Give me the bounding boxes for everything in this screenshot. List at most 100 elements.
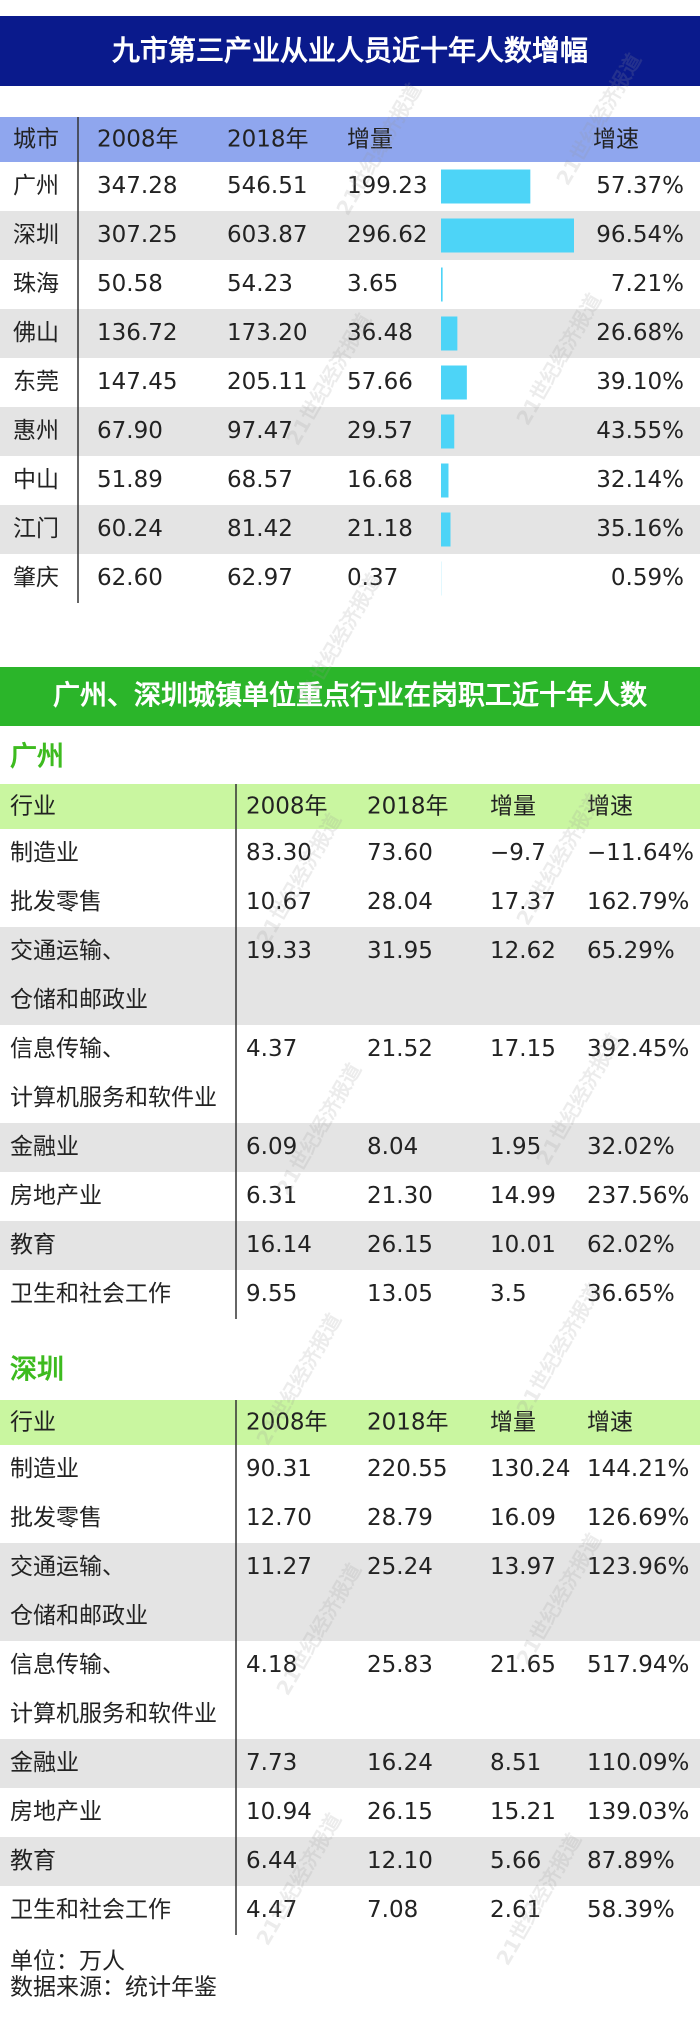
bar bbox=[441, 267, 443, 302]
industry: 房地产业 bbox=[10, 1799, 102, 1825]
cell: 4.18 bbox=[246, 1652, 297, 1678]
header-row bbox=[0, 784, 700, 829]
industry: 制造业 bbox=[10, 840, 79, 866]
row-shade bbox=[0, 927, 700, 1025]
cell: 36.65% bbox=[587, 1281, 675, 1307]
cell: −9.7 bbox=[490, 840, 546, 866]
cell: 57.37% bbox=[596, 173, 684, 199]
cell: 136.72 bbox=[97, 320, 177, 346]
bar bbox=[441, 316, 458, 351]
cell: 12.70 bbox=[246, 1505, 312, 1531]
cell: 62.97 bbox=[227, 565, 293, 591]
cell: 9.55 bbox=[246, 1281, 297, 1307]
cell: 10.01 bbox=[490, 1232, 556, 1258]
column-header: 增速 bbox=[587, 1410, 633, 1436]
city: 江门 bbox=[13, 516, 59, 542]
industry: 卫生和社会工作 bbox=[10, 1897, 171, 1923]
cell: 173.20 bbox=[227, 320, 307, 346]
cell: 54.23 bbox=[227, 271, 293, 297]
city: 东莞 bbox=[13, 369, 59, 395]
row-shade bbox=[0, 211, 700, 260]
industry: 制造业 bbox=[10, 1456, 79, 1482]
cell: 51.89 bbox=[97, 467, 163, 493]
cell: 1.95 bbox=[490, 1134, 541, 1160]
cell: 17.15 bbox=[490, 1036, 556, 1062]
cell: 2.61 bbox=[490, 1897, 541, 1923]
cell: 5.66 bbox=[490, 1848, 541, 1874]
bar bbox=[441, 512, 451, 547]
bar bbox=[441, 169, 531, 204]
cell: 97.47 bbox=[227, 418, 293, 444]
cell: 347.28 bbox=[97, 173, 177, 199]
industry: 计算机服务和软件业 bbox=[10, 1701, 217, 1727]
industry: 教育 bbox=[10, 1232, 56, 1258]
column-header: 2008年 bbox=[97, 127, 179, 153]
cell: 43.55% bbox=[596, 418, 684, 444]
column-header: 2018年 bbox=[367, 1410, 449, 1436]
column-header: 2008年 bbox=[246, 794, 328, 820]
industry: 交通运输、 bbox=[10, 938, 125, 964]
cell: 29.57 bbox=[347, 418, 413, 444]
unit-note: 单位：万人 bbox=[10, 1949, 125, 1975]
industry: 仓储和邮政业 bbox=[10, 987, 148, 1013]
row-shade bbox=[0, 407, 700, 456]
cell: 62.60 bbox=[97, 565, 163, 591]
cell: 26.15 bbox=[367, 1232, 433, 1258]
cell: 67.90 bbox=[97, 418, 163, 444]
header-row bbox=[0, 117, 700, 162]
city: 惠州 bbox=[13, 418, 59, 444]
industry: 卫生和社会工作 bbox=[10, 1281, 171, 1307]
cell: 21.52 bbox=[367, 1036, 433, 1062]
row-shade bbox=[0, 1543, 700, 1641]
source-note: 数据来源：统计年鉴 bbox=[10, 1975, 217, 2001]
cell: 12.10 bbox=[367, 1848, 433, 1874]
cell: 21.18 bbox=[347, 516, 413, 542]
row-shade bbox=[0, 1123, 700, 1172]
table-name: 深圳 bbox=[10, 1355, 64, 1386]
column-header: 2018年 bbox=[367, 794, 449, 820]
cell: 26.15 bbox=[367, 1799, 433, 1825]
cell: 162.79% bbox=[587, 889, 689, 915]
cell: 144.21% bbox=[587, 1456, 689, 1482]
cell: 126.69% bbox=[587, 1505, 689, 1531]
cell: 147.45 bbox=[97, 369, 177, 395]
city: 深圳 bbox=[13, 222, 59, 248]
industry: 交通运输、 bbox=[10, 1554, 125, 1580]
cell: 31.95 bbox=[367, 938, 433, 964]
cell: 205.11 bbox=[227, 369, 307, 395]
cell: 3.65 bbox=[347, 271, 398, 297]
cell: 110.09% bbox=[587, 1750, 689, 1776]
cell: 130.24 bbox=[490, 1456, 570, 1482]
cell: 28.04 bbox=[367, 889, 433, 915]
column-header: 2008年 bbox=[246, 1410, 328, 1436]
cell: 60.24 bbox=[97, 516, 163, 542]
cell: 25.83 bbox=[367, 1652, 433, 1678]
cell: 199.23 bbox=[347, 173, 427, 199]
cell: 123.96% bbox=[587, 1554, 689, 1580]
cell: 296.62 bbox=[347, 222, 427, 248]
cell: 50.58 bbox=[97, 271, 163, 297]
cell: 3.5 bbox=[490, 1281, 527, 1307]
industry: 批发零售 bbox=[10, 1505, 102, 1531]
cell: 10.94 bbox=[246, 1799, 312, 1825]
cell: 81.42 bbox=[227, 516, 293, 542]
cell: 14.99 bbox=[490, 1183, 556, 1209]
cell: 17.37 bbox=[490, 889, 556, 915]
cell: 35.16% bbox=[596, 516, 684, 542]
cell: 7.08 bbox=[367, 1897, 418, 1923]
row-shade bbox=[0, 1221, 700, 1270]
cell: 8.04 bbox=[367, 1134, 418, 1160]
cell: 0.37 bbox=[347, 565, 398, 591]
cell: 4.37 bbox=[246, 1036, 297, 1062]
bar bbox=[441, 218, 574, 253]
column-header: 增速 bbox=[593, 127, 639, 153]
cell: 16.68 bbox=[347, 467, 413, 493]
industry: 信息传输、 bbox=[10, 1652, 125, 1678]
cell: 25.24 bbox=[367, 1554, 433, 1580]
cell: 68.57 bbox=[227, 467, 293, 493]
industry: 金融业 bbox=[10, 1134, 79, 1160]
cell: 0.59% bbox=[611, 565, 684, 591]
cell: 58.39% bbox=[587, 1897, 675, 1923]
